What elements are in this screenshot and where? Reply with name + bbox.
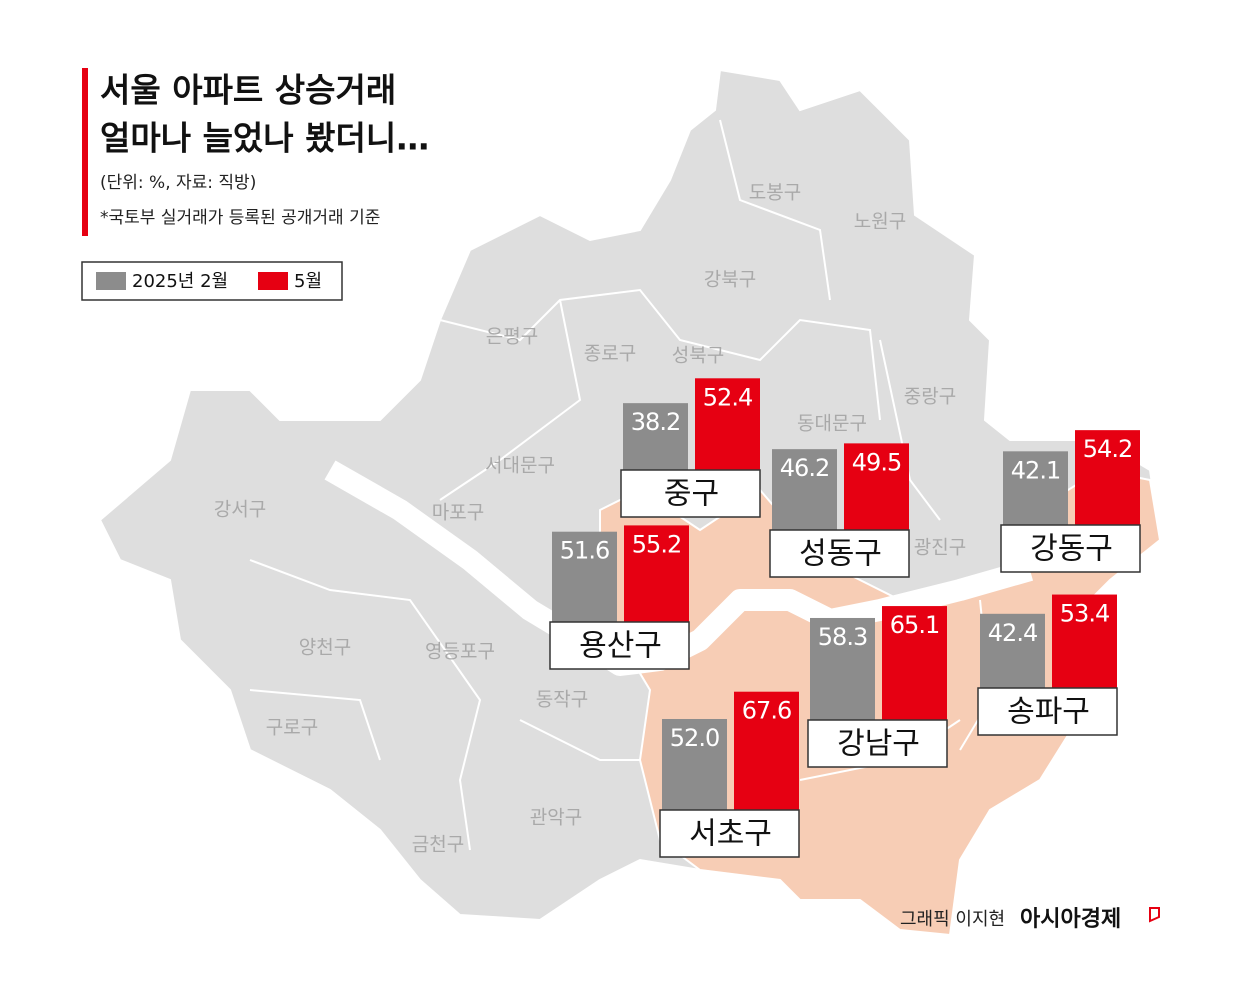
value-label: 49.5: [852, 448, 901, 476]
bar: [810, 617, 875, 720]
bar: [1003, 451, 1068, 525]
bar: [623, 403, 688, 470]
value-label: 42.1: [1011, 456, 1060, 484]
value-label: 65.1: [890, 611, 939, 639]
legend-swatch: [258, 272, 288, 290]
value-label: 67.6: [742, 697, 791, 725]
bar: [734, 691, 799, 810]
district-label: 도봉구: [749, 182, 801, 204]
value-label: 55.2: [632, 530, 681, 558]
district-label: 성북구: [672, 345, 724, 367]
category-label: 송파구: [1007, 695, 1090, 730]
bar: [980, 613, 1045, 688]
category-box: [659, 809, 800, 858]
category-label: 강동구: [1030, 532, 1113, 567]
category-box: [1000, 524, 1141, 573]
title-accent: [82, 68, 88, 236]
subtitle: (단위: %, 자료: 직방): [100, 173, 256, 193]
legend-label: 5월: [294, 271, 322, 292]
category-label: 서초구: [689, 817, 772, 852]
district-label: 은평구: [486, 326, 538, 348]
district-label: 서대문구: [485, 455, 555, 477]
category-label: 강남구: [837, 727, 920, 762]
value-label: 54.2: [1083, 435, 1132, 463]
category-box: [807, 719, 948, 768]
district-label: 강북구: [704, 269, 756, 291]
bar: [662, 719, 727, 810]
district-label: 금천구: [412, 834, 464, 856]
value-label: 52.0: [670, 724, 719, 752]
credit: 그래픽 이지현: [900, 909, 1005, 930]
legend-swatch: [96, 272, 126, 290]
note: *국토부 실거래가 등록된 공개거래 기준: [100, 208, 380, 228]
district-label: 광진구: [914, 537, 966, 559]
bar: [1052, 594, 1117, 688]
bar: [844, 443, 909, 530]
value-label: 42.4: [988, 619, 1037, 647]
district-label: 영등포구: [425, 641, 495, 663]
district-label: 동작구: [536, 689, 588, 711]
category-box: [549, 621, 690, 670]
district-label: 동대문구: [797, 413, 867, 435]
bar: [695, 378, 760, 470]
brand: 아시아경제: [1020, 907, 1121, 932]
category-label: 성동구: [799, 537, 882, 572]
district-label: 종로구: [584, 343, 636, 365]
bar: [1075, 430, 1140, 525]
value-label: 53.4: [1060, 600, 1109, 628]
title: 서울 아파트 상승거래: [100, 71, 396, 110]
value-label: 58.3: [818, 623, 867, 651]
district-label: 구로구: [266, 717, 318, 739]
bar: [882, 606, 947, 720]
district-label: 노원구: [854, 211, 906, 233]
category-label: 중구: [664, 477, 719, 512]
category-box: [977, 687, 1118, 736]
category-box: [769, 529, 910, 578]
value-label: 52.4: [703, 383, 752, 411]
value-label: 51.6: [560, 537, 609, 565]
bar: [772, 449, 837, 530]
bar: [624, 525, 689, 622]
district-label: 양천구: [299, 637, 351, 659]
category-box: [620, 469, 761, 518]
title: 얼마나 늘었나 봤더니…: [100, 119, 429, 158]
district-label: 마포구: [432, 502, 484, 524]
category-label: 용산구: [579, 629, 662, 664]
district-label: 강서구: [214, 499, 266, 521]
district-label: 관악구: [530, 807, 582, 829]
value-label: 46.2: [780, 454, 829, 482]
legend-label: 2025년 2월: [132, 271, 228, 292]
brand-logo: [1149, 907, 1160, 923]
bar: [552, 531, 617, 622]
district-label: 중랑구: [904, 386, 956, 408]
value-label: 38.2: [631, 408, 680, 436]
